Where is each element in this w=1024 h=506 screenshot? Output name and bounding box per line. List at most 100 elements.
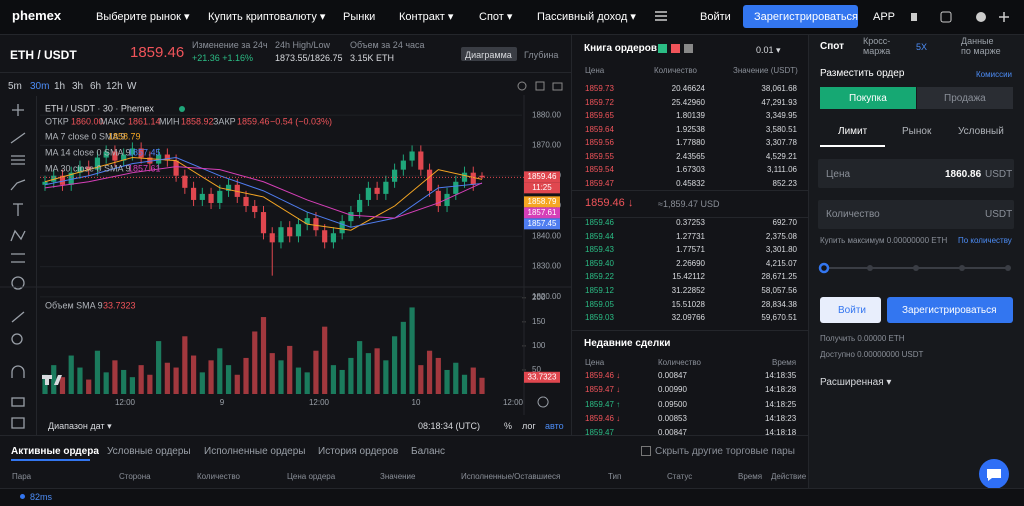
login-button-label[interactable]: Войти	[838, 305, 866, 316]
globe-icon[interactable]	[999, 12, 1009, 22]
panel-tab[interactable]: Спот	[820, 41, 845, 52]
trash-tool[interactable]	[11, 417, 25, 429]
price-input[interactable]	[818, 159, 1014, 188]
snapshot[interactable]	[552, 82, 563, 91]
price-step[interactable]: 0.01 ▾	[756, 45, 781, 55]
nav-item[interactable]: Рынки	[343, 11, 376, 23]
view-bids[interactable]	[684, 44, 693, 53]
view-both[interactable]	[658, 44, 667, 53]
slider-handle[interactable]	[818, 262, 830, 274]
crosshair-tool[interactable]	[12, 104, 24, 116]
fib-tool[interactable]	[11, 155, 25, 165]
candle-body	[479, 175, 485, 178]
app-link[interactable]: APP	[873, 11, 896, 23]
ruler-tool[interactable]	[11, 311, 25, 323]
panel-tab[interactable]: 5X	[916, 42, 928, 52]
order-type[interactable]: Условный	[958, 126, 1004, 137]
qty-input[interactable]	[818, 200, 1014, 229]
panel-tab[interactable]: Кросс-маржа	[863, 36, 891, 56]
measure-tool[interactable]	[11, 253, 25, 263]
percent-toggle[interactable]: %	[504, 421, 513, 431]
timeframe[interactable]: 6h	[90, 81, 102, 92]
register-button[interactable]	[743, 5, 858, 28]
volume-bar	[426, 350, 433, 394]
ob-value: 3,301.80	[765, 245, 797, 255]
timeframe[interactable]: 5m	[8, 81, 22, 92]
ob-price: 1859.12	[585, 286, 614, 295]
candle-body	[409, 151, 415, 161]
view-asks[interactable]	[671, 44, 680, 53]
pattern-tool[interactable]	[10, 229, 26, 242]
candle	[357, 193, 363, 219]
buy-label[interactable]: Покупка	[849, 93, 887, 104]
logo[interactable]: phemex	[12, 8, 62, 23]
login-button[interactable]	[820, 297, 881, 323]
pair[interactable]: ETH / USDT	[10, 48, 77, 62]
ob-value: 692.70	[772, 218, 797, 227]
ma-legend-name: MA 7 close 0 SMA 9	[45, 131, 126, 141]
timeframe[interactable]: 12h	[106, 81, 123, 92]
ob-qty: 25.42960	[671, 97, 705, 107]
text-tool[interactable]	[13, 203, 23, 216]
panel-tab[interactable]: Данные по марже	[961, 36, 1001, 56]
brush-tool[interactable]	[10, 179, 26, 191]
download-icon[interactable]	[940, 11, 952, 23]
chart-tab[interactable]	[461, 47, 517, 61]
nav-item[interactable]: Купить криптовалюту ▾	[208, 11, 326, 23]
candle-body	[103, 151, 109, 158]
sell-label[interactable]: Продажа	[944, 93, 986, 104]
ob-qty: 1.67303	[676, 165, 705, 174]
order-type[interactable]: Лимит	[838, 126, 868, 137]
orders-tab[interactable]: Условные ордеры	[107, 446, 191, 457]
log-toggle[interactable]: лог	[522, 421, 536, 431]
chart-settings[interactable]	[517, 81, 527, 91]
date-range[interactable]: Диапазон дат ▾	[48, 421, 112, 431]
ma-legend-name: MA 30 close 0 SMA 9	[45, 163, 131, 173]
mid-price: 1859.46 ↓	[585, 197, 634, 209]
price-chart[interactable]: 1880.001870.001860.001850.001840.001830.…	[0, 95, 571, 435]
amount-slider[interactable]	[816, 262, 1014, 274]
menu-icon[interactable]	[655, 11, 667, 21]
order-type[interactable]: Рынок	[902, 126, 932, 137]
register-panel-button[interactable]	[887, 297, 1013, 323]
orders-tab[interactable]: История ордеров	[318, 446, 399, 457]
timeframe[interactable]: 30m	[30, 81, 50, 92]
orders-tab[interactable]: Активные ордера	[11, 446, 99, 457]
by-qty-link[interactable]: По количеству	[958, 236, 1012, 245]
fullscreen[interactable]	[535, 81, 545, 91]
login-link[interactable]: Войти	[700, 11, 731, 23]
candle-body	[339, 221, 345, 234]
nav-item[interactable]: Контракт ▾	[399, 11, 454, 23]
nav-item[interactable]: Спот ▾	[479, 11, 513, 23]
register-label[interactable]: Зарегистрироваться	[754, 11, 859, 23]
hide-pairs-checkbox[interactable]	[641, 446, 651, 456]
nav-item[interactable]: Пассивный доход ▾	[537, 11, 636, 23]
fees-link[interactable]: Комиссии	[976, 70, 1013, 79]
volume-bar	[444, 369, 450, 394]
auto-toggle[interactable]: авто	[545, 421, 564, 431]
trendline-tool[interactable]	[10, 132, 26, 144]
buy-tab[interactable]	[820, 87, 916, 109]
chart-tab-label[interactable]: Диаграмма	[465, 50, 512, 60]
volume-bar	[51, 365, 57, 394]
orders-tab[interactable]: Исполненные ордеры	[204, 446, 306, 457]
hide-pairs-label[interactable]: Скрыть другие торговые пары	[655, 446, 795, 457]
lock-tool[interactable]	[11, 397, 25, 407]
magnet-tool[interactable]	[11, 365, 25, 378]
emoji-tool[interactable]	[11, 276, 25, 290]
settings-icon[interactable]	[976, 12, 986, 22]
chat-button[interactable]	[978, 458, 1010, 490]
timeframe[interactable]: 3h	[72, 81, 84, 92]
timeframe[interactable]: W	[127, 81, 137, 92]
orders-tab[interactable]: Баланс	[411, 446, 446, 457]
sound-icon[interactable]	[911, 13, 917, 21]
nav-item[interactable]: Выберите рынок ▾	[96, 11, 190, 23]
timeframe[interactable]: 1h	[54, 81, 66, 92]
order-panel	[808, 35, 1024, 490]
register-panel-label[interactable]: Зарегистрироваться	[902, 305, 997, 316]
depth-tab-label[interactable]: Глубина	[524, 50, 559, 60]
advanced-toggle[interactable]: Расширенная ▾	[820, 377, 892, 388]
sell-tab[interactable]	[917, 87, 1013, 109]
zoom-tool[interactable]	[11, 333, 23, 345]
